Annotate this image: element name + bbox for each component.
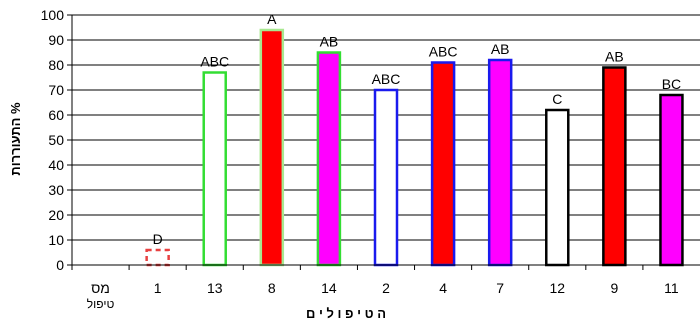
y-axis-title: % התעוררות bbox=[8, 102, 23, 176]
y-tick-label: 70 bbox=[48, 82, 64, 98]
y-tick-label: 60 bbox=[48, 107, 64, 123]
bar bbox=[487, 58, 513, 267]
bar bbox=[602, 66, 627, 267]
x-tick-label: 12 bbox=[549, 280, 565, 296]
y-tick-label: 20 bbox=[48, 207, 64, 223]
x-tick-label: 11 bbox=[664, 280, 679, 296]
x-tick-label: מס bbox=[91, 280, 110, 296]
y-tick-label: 100 bbox=[41, 7, 65, 23]
bar bbox=[145, 248, 170, 267]
x-tick-label: 1 bbox=[154, 280, 162, 296]
x-tick-label: 4 bbox=[439, 280, 447, 296]
bar-annotation: AB bbox=[491, 41, 510, 57]
y-tick-label: 30 bbox=[48, 182, 64, 198]
x-tick-label: טיפול bbox=[87, 297, 115, 311]
bar bbox=[373, 88, 399, 267]
y-tick-label: 80 bbox=[48, 57, 64, 73]
bar-annotation: BC bbox=[662, 76, 681, 92]
y-axis: 0 10 20 30 40 50 60 70 80 90 100 bbox=[41, 7, 73, 273]
y-tick-label: 40 bbox=[48, 157, 64, 173]
bar-annotation: AB bbox=[320, 34, 339, 50]
bar-annotation: ABC bbox=[429, 44, 458, 60]
bar-annotation: A bbox=[267, 11, 277, 27]
bar-annotation: C bbox=[552, 91, 562, 107]
bar-annotation: AB bbox=[605, 49, 624, 65]
bar-annotation: ABC bbox=[200, 54, 229, 70]
x-tick-label: 9 bbox=[610, 280, 618, 296]
x-tick-label: 14 bbox=[321, 280, 337, 296]
x-tick-label: 8 bbox=[268, 280, 276, 296]
x-tick-label: 13 bbox=[207, 280, 223, 296]
x-tick-label: 7 bbox=[496, 280, 504, 296]
y-tick-label: 0 bbox=[56, 257, 64, 273]
y-tick-label: 50 bbox=[48, 132, 64, 148]
x-tick-label: 2 bbox=[382, 280, 390, 296]
x-axis-title: ה ט י פ ו ל י ם bbox=[306, 306, 386, 321]
bar bbox=[430, 61, 456, 267]
bar-annotation: D bbox=[153, 231, 163, 247]
y-tick-label: 90 bbox=[48, 32, 64, 48]
bar bbox=[545, 108, 570, 267]
y-tick-label: 10 bbox=[48, 232, 64, 248]
bar bbox=[316, 51, 342, 267]
bar bbox=[202, 71, 227, 267]
bar-annotation: ABC bbox=[372, 71, 401, 87]
bar bbox=[259, 28, 285, 267]
bar bbox=[659, 93, 684, 267]
